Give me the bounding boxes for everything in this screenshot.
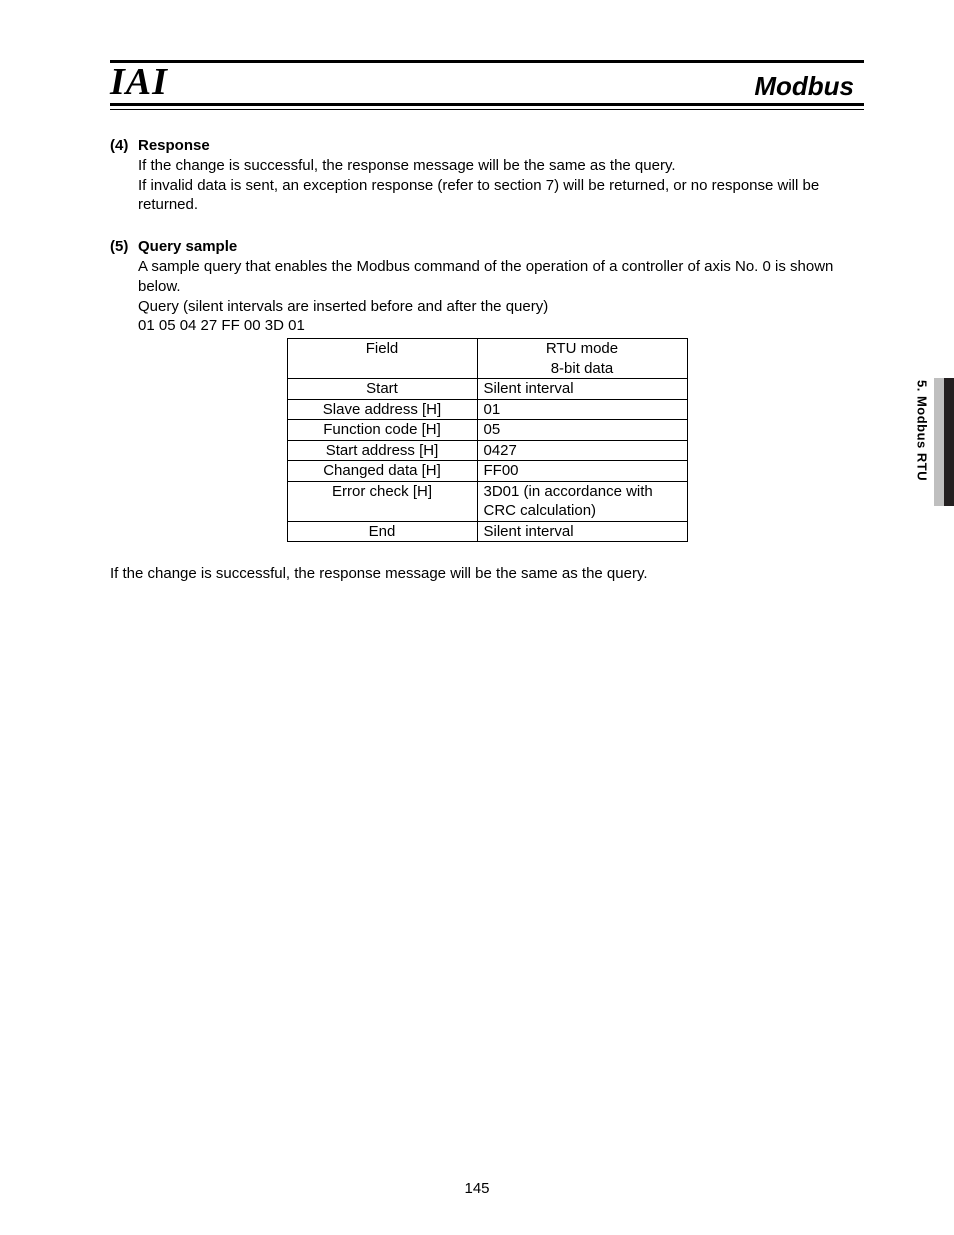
table-header-mode: RTU mode 8-bit data [477,339,687,379]
side-tab-label: 5. Modbus RTU [914,378,930,506]
footer-note: If the change is successful, the respons… [110,564,864,584]
body-line: A sample query that enables the Modbus c… [138,257,864,297]
table-cell-field: Start [287,379,477,400]
table-cell-field: Changed data [H] [287,461,477,482]
table-cell-value: Silent interval [477,521,687,542]
query-bytes: 01 05 04 27 FF 00 3D 01 [138,316,864,336]
table-cell-value: 01 [477,399,687,420]
table-row: Start address [H] 0427 [287,440,687,461]
table-cell-value: 05 [477,420,687,441]
body-line: If invalid data is sent, an exception re… [138,176,864,216]
logo-text: IAI [110,63,168,101]
table-cell-field: End [287,521,477,542]
section-heading: (4) Response [110,136,864,156]
table-cell-field: Function code [H] [287,420,477,441]
table-header-field: Field [287,339,477,379]
section-title: Query sample [138,237,237,257]
body-line: Query (silent intervals are inserted bef… [138,297,864,317]
table-cell-value: FF00 [477,461,687,482]
table-row: Changed data [H] FF00 [287,461,687,482]
table-cell-value: Silent interval [477,379,687,400]
section-number: (5) [110,237,138,257]
section-title: Response [138,136,210,156]
table-header-row: Field RTU mode 8-bit data [287,339,687,379]
table-cell-field: Slave address [H] [287,399,477,420]
section-heading: (5) Query sample [110,237,864,257]
section-number: (4) [110,136,138,156]
table-cell-field: Start address [H] [287,440,477,461]
table-cell-value: 3D01 (in accordance with CRC calculation… [477,481,687,521]
side-tab-bar-light [934,378,944,506]
page-container: IAI Modbus (4) Response If the change is… [0,0,954,1235]
section-response: (4) Response If the change is successful… [110,136,864,215]
section-query-sample: (5) Query sample A sample query that ena… [110,237,864,316]
table-row: End Silent interval [287,521,687,542]
table-cell-field: Error check [H] [287,481,477,521]
side-tab-bar-dark [944,378,954,506]
header-rule-thin [110,109,864,110]
query-table-wrap: Field RTU mode 8-bit data Start Silent i… [110,338,864,542]
header-rule-mid [110,103,864,106]
table-row: Slave address [H] 01 [287,399,687,420]
section-body: If the change is successful, the respons… [138,156,864,215]
body-line: If the change is successful, the respons… [138,156,864,176]
table-header-mode-line2: 8-bit data [484,359,681,379]
side-tab: 5. Modbus RTU [916,378,954,506]
table-row: Start Silent interval [287,379,687,400]
section-body: A sample query that enables the Modbus c… [138,257,864,316]
page-number: 145 [0,1180,954,1197]
table-cell-value: 0427 [477,440,687,461]
query-table: Field RTU mode 8-bit data Start Silent i… [287,338,688,542]
page-title: Modbus [754,73,854,101]
table-header-mode-line1: RTU mode [484,339,681,359]
page-header: IAI Modbus [110,63,864,101]
table-row: Error check [H] 3D01 (in accordance with… [287,481,687,521]
table-row: Function code [H] 05 [287,420,687,441]
content-area: (4) Response If the change is successful… [110,136,864,584]
